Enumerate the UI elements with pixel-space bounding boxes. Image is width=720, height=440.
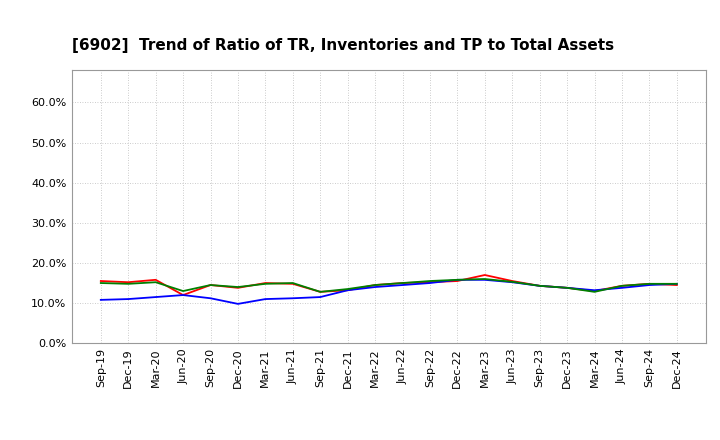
Trade Payables: [672, 281, 681, 286]
Inventories: [426, 280, 434, 286]
Inventories: [508, 279, 516, 285]
Trade Receivables: [618, 283, 626, 289]
Trade Payables: [316, 289, 325, 294]
Inventories: [618, 285, 626, 290]
Text: [6902]  Trend of Ratio of TR, Inventories and TP to Total Assets: [6902] Trend of Ratio of TR, Inventories…: [72, 38, 614, 53]
Trade Payables: [206, 282, 215, 288]
Line: Trade Payables: Trade Payables: [101, 279, 677, 292]
Trade Receivables: [343, 288, 352, 293]
Trade Payables: [179, 288, 187, 293]
Trade Payables: [261, 281, 270, 286]
Line: Trade Receivables: Trade Receivables: [101, 275, 677, 295]
Trade Payables: [371, 282, 379, 288]
Inventories: [261, 297, 270, 302]
Inventories: [124, 297, 132, 302]
Inventories: [672, 281, 681, 286]
Inventories: [233, 301, 242, 307]
Trade Receivables: [480, 272, 489, 278]
Inventories: [343, 288, 352, 293]
Inventories: [645, 282, 654, 288]
Trade Receivables: [645, 281, 654, 286]
Trade Payables: [426, 279, 434, 284]
Trade Receivables: [371, 282, 379, 288]
Trade Payables: [590, 289, 599, 294]
Trade Payables: [343, 286, 352, 292]
Trade Receivables: [289, 281, 297, 286]
Inventories: [316, 294, 325, 300]
Trade Payables: [289, 280, 297, 286]
Trade Payables: [508, 279, 516, 285]
Trade Payables: [618, 283, 626, 289]
Inventories: [96, 297, 105, 303]
Trade Receivables: [151, 277, 160, 282]
Trade Receivables: [398, 280, 407, 286]
Trade Receivables: [426, 279, 434, 285]
Trade Payables: [645, 281, 654, 286]
Trade Payables: [398, 280, 407, 286]
Trade Receivables: [124, 279, 132, 285]
Inventories: [480, 277, 489, 282]
Inventories: [536, 283, 544, 289]
Inventories: [371, 284, 379, 290]
Trade Receivables: [672, 282, 681, 288]
Inventories: [398, 282, 407, 288]
Inventories: [590, 288, 599, 293]
Trade Receivables: [261, 280, 270, 286]
Inventories: [151, 294, 160, 300]
Trade Receivables: [233, 285, 242, 290]
Inventories: [206, 296, 215, 301]
Trade Payables: [453, 277, 462, 282]
Inventories: [563, 285, 572, 290]
Trade Payables: [480, 276, 489, 282]
Trade Receivables: [453, 279, 462, 284]
Trade Payables: [233, 284, 242, 290]
Inventories: [453, 277, 462, 282]
Inventories: [179, 293, 187, 298]
Trade Receivables: [96, 279, 105, 284]
Trade Receivables: [316, 289, 325, 294]
Trade Payables: [536, 283, 544, 289]
Trade Payables: [563, 285, 572, 290]
Trade Receivables: [179, 293, 187, 298]
Trade Receivables: [206, 282, 215, 288]
Trade Receivables: [590, 288, 599, 293]
Trade Payables: [151, 279, 160, 285]
Trade Payables: [124, 281, 132, 286]
Inventories: [289, 296, 297, 301]
Trade Receivables: [563, 285, 572, 290]
Line: Inventories: Inventories: [101, 280, 677, 304]
Trade Receivables: [508, 279, 516, 284]
Trade Payables: [96, 280, 105, 286]
Trade Receivables: [536, 283, 544, 289]
